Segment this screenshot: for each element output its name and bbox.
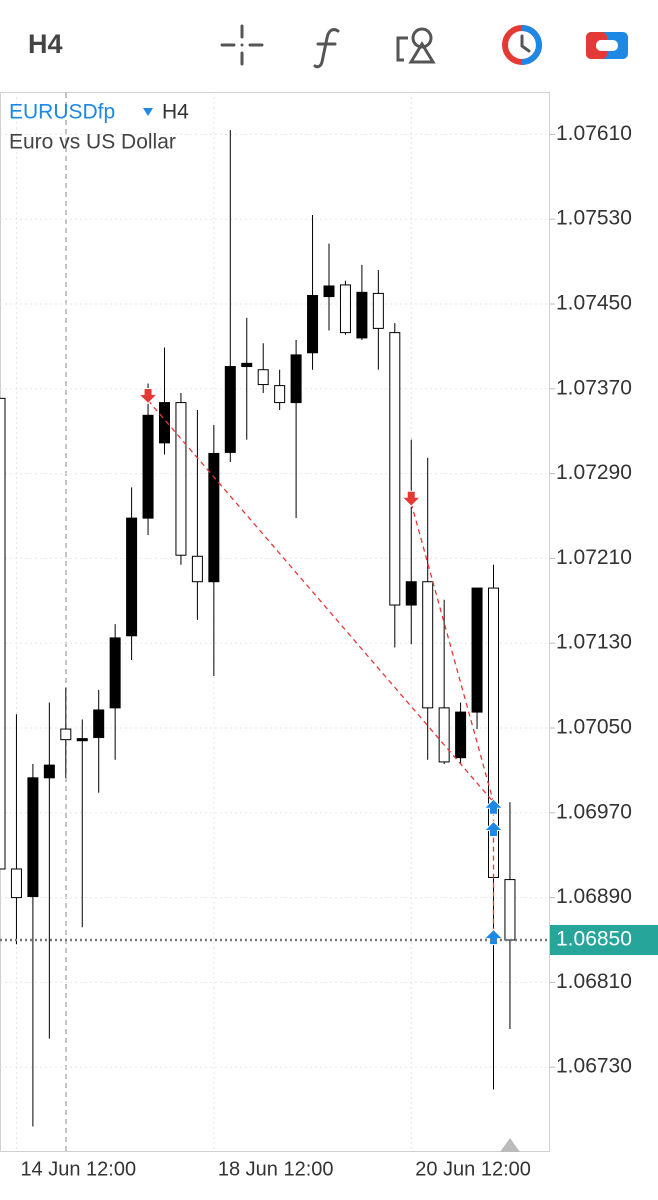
candle-body xyxy=(175,402,187,556)
y-tick-label: 1.07130 xyxy=(556,631,632,654)
y-tick-label: 1.06810 xyxy=(556,970,632,993)
candle-body xyxy=(109,637,121,709)
sell-signal xyxy=(137,387,159,405)
candle-body xyxy=(93,709,105,739)
grid xyxy=(0,92,550,1152)
trade-line xyxy=(410,503,495,803)
candle-body xyxy=(191,555,203,583)
sell-signal xyxy=(401,490,422,507)
candle-body xyxy=(339,284,351,334)
candle-body xyxy=(257,369,269,386)
indicators-icon[interactable] xyxy=(313,28,340,69)
candle-body xyxy=(389,332,401,606)
symbol-dropdown[interactable] xyxy=(143,108,153,116)
candle-body xyxy=(224,366,236,453)
y-tick-label: 1.07210 xyxy=(556,546,632,569)
candle-body xyxy=(76,738,88,742)
symbol-header: EURUSDfp H4 Euro vs US Dollar xyxy=(9,101,189,154)
trade-line xyxy=(147,400,494,803)
x-tick-label: 20 Jun 12:00 xyxy=(415,1158,531,1180)
y-tick-label: 1.07290 xyxy=(556,461,632,484)
objects-icon[interactable] xyxy=(396,27,436,64)
toolbar: H4 xyxy=(28,24,628,69)
y-tick-label: 1.07610 xyxy=(556,122,632,145)
candle-body xyxy=(274,385,286,404)
candle-body xyxy=(241,362,253,368)
candle-body xyxy=(27,777,39,898)
axes: 1.07610 1.07530 1.07450 1.07370 1.07290 1.072… xyxy=(0,122,658,1180)
y-tick-label: 1.06890 xyxy=(556,885,632,908)
crosshair-icon[interactable] xyxy=(220,24,264,66)
timeframe-button[interactable]: H4 xyxy=(28,29,63,59)
candle-body xyxy=(323,285,335,298)
candle-body xyxy=(43,764,55,779)
candle-body xyxy=(307,295,319,354)
candle-body xyxy=(60,728,72,741)
symbol-name[interactable]: EURUSDfp xyxy=(9,101,115,124)
scroll-marker[interactable] xyxy=(500,1138,520,1152)
candle-body xyxy=(422,581,434,709)
trade-icon[interactable] xyxy=(586,32,628,59)
candle-body xyxy=(455,711,467,759)
current-price-box xyxy=(550,925,658,955)
y-tick-label: 1.06730 xyxy=(556,1055,632,1078)
buy-signal xyxy=(483,798,504,815)
plot-area xyxy=(0,130,516,1127)
y-tick-label: 1.07370 xyxy=(556,376,632,399)
candle-body xyxy=(356,291,368,339)
candle-body xyxy=(159,402,170,444)
y-tick-label: 1.06970 xyxy=(556,800,632,823)
candle-body xyxy=(405,581,417,606)
candle-body xyxy=(438,707,450,763)
candle-body xyxy=(126,517,138,637)
x-tick-label: 18 Jun 12:00 xyxy=(218,1158,334,1180)
chart-timeframe: H4 xyxy=(162,101,189,124)
plot-frame xyxy=(0,92,550,1152)
candle-body xyxy=(504,879,516,941)
x-tick-label: 14 Jun 12:00 xyxy=(20,1158,136,1180)
symbol-description: Euro vs US Dollar xyxy=(9,131,176,154)
candle-body xyxy=(142,414,154,519)
candle-body xyxy=(290,354,302,404)
y-tick-label: 1.07050 xyxy=(556,716,632,739)
buy-signal xyxy=(483,928,504,946)
candle-body xyxy=(0,397,6,870)
candle-body xyxy=(372,292,384,329)
history-icon[interactable] xyxy=(502,25,543,65)
candle-body xyxy=(471,587,483,713)
y-tick-label: 1.07530 xyxy=(556,207,632,230)
buy-signal xyxy=(483,820,504,837)
candle-body xyxy=(10,868,22,899)
candle-body xyxy=(208,452,220,583)
current-price-label: 1.06850 xyxy=(556,928,632,951)
y-tick-label: 1.07450 xyxy=(556,292,632,315)
